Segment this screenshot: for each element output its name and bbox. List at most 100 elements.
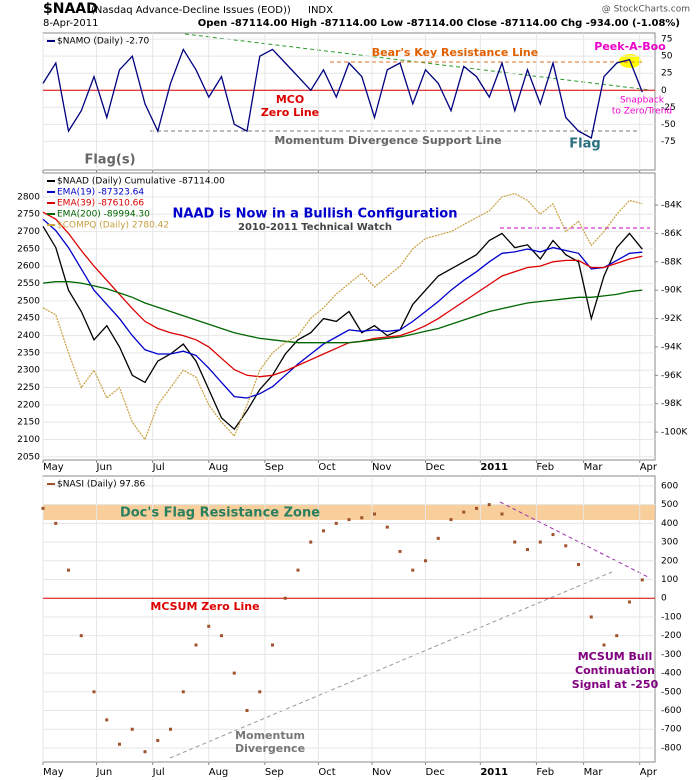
x-tick-label: Jun: [96, 767, 113, 778]
annotation: Flag(s): [84, 153, 135, 168]
dot: [130, 727, 134, 731]
annotation: Divergence: [235, 742, 305, 755]
x-tick-label: Feb: [536, 767, 554, 778]
x-tick-label: Sep: [265, 767, 284, 778]
legend-label: $NAAD (Daily) Cumulative -87114.00: [57, 177, 225, 187]
dot: [92, 690, 96, 694]
dot: [602, 643, 606, 647]
y2-tick-label: -100K: [661, 428, 688, 438]
x-tick-label: Jul: [152, 767, 165, 778]
y2-tick-label: -84K: [661, 201, 683, 211]
y-tick-label: 2550: [17, 279, 40, 289]
panel-frame: [42, 172, 656, 461]
dot: [538, 540, 542, 544]
dot: [526, 548, 529, 552]
y-tick-label: 2050: [17, 452, 40, 462]
dot: [118, 742, 121, 746]
credit: @ StockCharts.com: [602, 5, 690, 15]
date: 8-Apr-2011: [43, 18, 98, 29]
annotation: NAAD is Now in a Bullish Configuration: [173, 207, 458, 222]
dot: [156, 738, 160, 742]
x-tick-label: Dec: [426, 767, 445, 778]
annotation: Doc's Flag Resistance Zone: [120, 506, 320, 521]
y-tick-label: -100: [661, 612, 682, 622]
y-tick-label: 2300: [17, 366, 40, 376]
x-tick-label: Nov: [372, 767, 392, 778]
y-tick-label: 400: [661, 519, 678, 529]
y-tick-label: 600: [661, 481, 678, 491]
dot: [373, 512, 376, 516]
legend-label: $COMPQ (Daily) 2780.42: [57, 221, 169, 231]
annotation: Momentum: [235, 729, 305, 742]
panel-frame: [42, 32, 656, 171]
dot: [322, 529, 325, 533]
x-tick-label: 2011: [480, 462, 508, 473]
y-tick-label: -800: [661, 743, 682, 753]
y-tick-label: 200: [661, 556, 678, 566]
x-tick-label: Aug: [209, 767, 229, 778]
dot: [449, 518, 453, 522]
y-tick-label: -400: [661, 669, 682, 679]
symbol: $NAAD: [43, 1, 98, 17]
dot: [283, 596, 287, 600]
dot: [347, 518, 351, 522]
annotation: Signal at -250: [572, 678, 659, 691]
annotation: Peek-A-Boo: [594, 40, 666, 53]
y-tick-label: 2450: [17, 314, 40, 324]
y-tick-label: -300: [661, 650, 682, 660]
dot: [577, 563, 580, 567]
y-tick-label: 2650: [17, 244, 40, 254]
y-tick-label: 0: [661, 594, 667, 604]
x-tick-label: Jul: [152, 462, 165, 473]
annotation-shape: [499, 501, 651, 579]
y-tick-label: -50: [661, 120, 676, 130]
dot: [334, 521, 338, 525]
dot: [424, 559, 427, 563]
x-tick-label: Aug: [209, 462, 229, 473]
dot: [615, 634, 619, 638]
annotation: Flag: [569, 137, 600, 152]
x-tick-label: Oct: [318, 767, 335, 778]
annotation: Zero Line: [261, 106, 319, 119]
y-tick-label: -600: [661, 706, 682, 716]
y-tick-label: 2350: [17, 348, 40, 358]
dot: [258, 690, 262, 694]
x-tick-label: Feb: [536, 462, 554, 473]
legend-label: EMA(200) -89994.30: [57, 210, 150, 220]
y-tick-label: 50: [661, 52, 673, 62]
dot: [169, 727, 172, 731]
dot: [360, 516, 364, 520]
dot: [105, 718, 109, 722]
dot: [411, 568, 415, 572]
annotation-shape: [43, 504, 655, 520]
y-tick-label: 300: [661, 538, 678, 548]
y-tick-label: 2250: [17, 383, 40, 393]
dot: [67, 568, 70, 572]
y-tick-label: 2200: [17, 400, 40, 410]
x-tick-label: Apr: [640, 767, 658, 778]
x-tick-label: Jun: [96, 462, 113, 473]
x-tick-label: Apr: [640, 462, 658, 473]
dot: [220, 634, 223, 638]
dot: [462, 510, 466, 514]
annotation: MCO: [276, 93, 304, 106]
y-tick-label: 2100: [17, 435, 40, 445]
annotation: Snapback: [620, 96, 665, 106]
x-tick-label: 2011: [480, 767, 508, 778]
y2-tick-label: -92K: [661, 314, 683, 324]
annotation: Bear's Key Resistance Line: [372, 46, 538, 59]
dot: [628, 600, 631, 604]
y-tick-label: -25: [661, 103, 676, 113]
y-tick-label: -75: [661, 137, 676, 147]
dot: [309, 540, 313, 544]
annotation: to Zero/Trend: [612, 107, 672, 117]
exchange: INDX: [308, 5, 333, 16]
series-line: [42, 281, 643, 344]
dot: [564, 544, 568, 548]
series-line: [42, 211, 643, 378]
y-tick-label: 2500: [17, 296, 40, 306]
series-line: [42, 218, 643, 399]
y-tick-label: 2700: [17, 227, 40, 237]
x-tick-label: Mar: [584, 767, 604, 778]
dot: [589, 615, 593, 619]
